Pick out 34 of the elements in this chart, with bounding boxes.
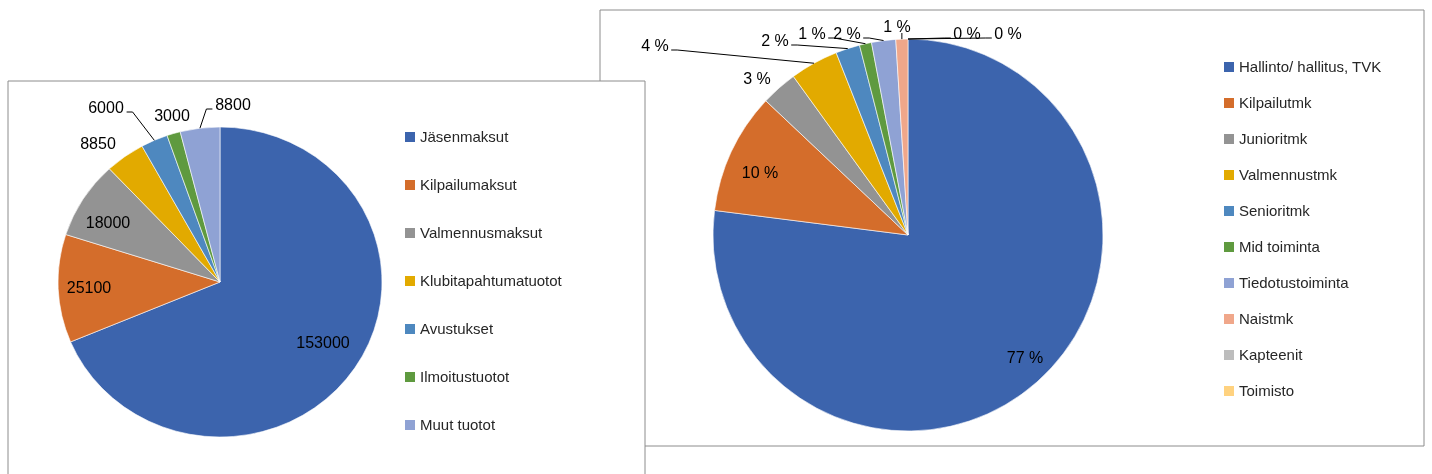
legend-label: Ilmoitustuotot (420, 368, 511, 386)
data-label: 8800 (215, 95, 251, 113)
data-label: 77 % (1006, 348, 1044, 366)
legend-label: Hallinto/ hallitus, TVK (1239, 58, 1382, 76)
legend-label: Toimisto (1239, 382, 1295, 400)
legend-label: Tiedotustoiminta (1239, 274, 1350, 292)
legend-label: Mid toiminta (1239, 238, 1321, 256)
legend-label: Kilpailutmk (1239, 94, 1313, 112)
legend-label: Kilpailumaksut (420, 176, 518, 194)
legend-label: Klubitapahtumatuotot (420, 272, 563, 290)
data-label: 1 % (883, 17, 911, 35)
legend-label: Muut tuotot (420, 416, 496, 434)
legend-label: Naistmk (1239, 310, 1294, 328)
legend-label: Jäsenmaksut (420, 128, 510, 146)
legend-label: Junioritmk (1239, 130, 1308, 148)
legend-label: Valmennustmk (1239, 166, 1338, 184)
legend-label: Avustukset (420, 320, 494, 338)
legend-label: Senioritmk (1239, 202, 1311, 220)
text: 0 % (953, 24, 981, 42)
data-label: 25100 (66, 278, 112, 296)
legend-label: Kapteenit (1239, 346, 1304, 364)
data-label: 153000 (296, 333, 350, 351)
data-label: 2 % (833, 24, 861, 42)
text: 0 % (994, 24, 1022, 42)
data-label: 6000 (88, 98, 124, 116)
data-label: 8850 (80, 134, 116, 152)
legend-label: Valmennusmaksut (420, 224, 544, 242)
data-label: 3000 (154, 106, 190, 124)
data-label: 1 % (798, 24, 826, 42)
data-label: 3 % (743, 69, 771, 87)
data-label: 10 % (741, 163, 779, 181)
data-label: 2 % (761, 31, 789, 49)
data-label: 18000 (85, 213, 131, 231)
data-label: 4 % (641, 36, 669, 54)
